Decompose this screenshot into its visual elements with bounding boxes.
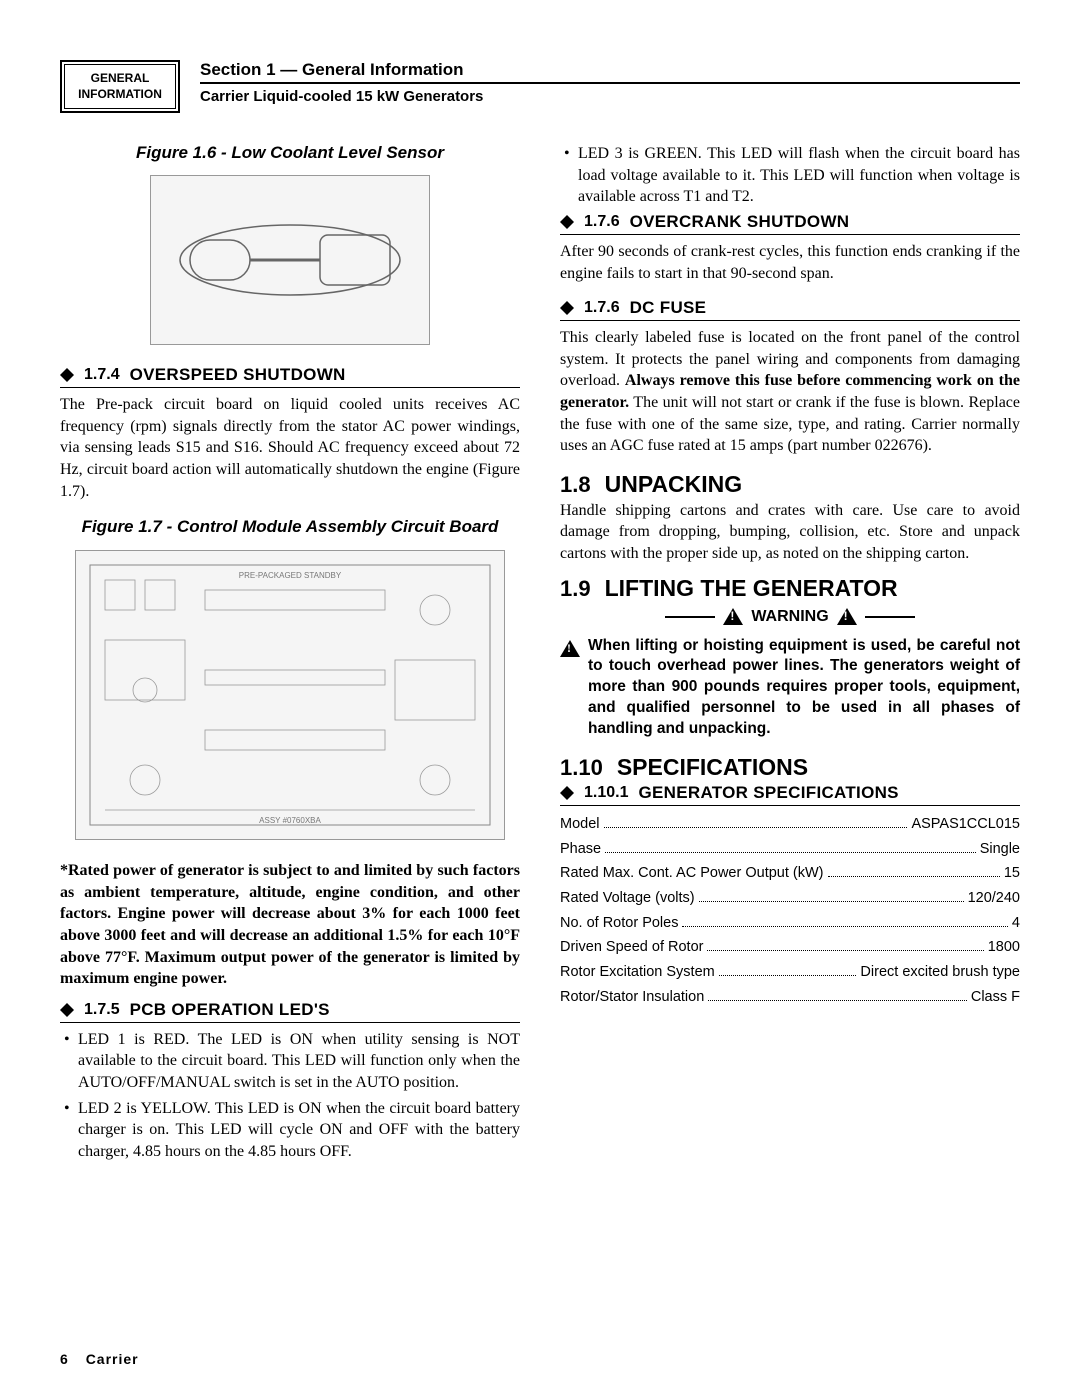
section-1-7-6-overcrank: 1.7.6 OVERCRANK SHUTDOWN After 90 second… [560,212,1020,284]
spec-dots [708,1000,967,1001]
list-item: LED 1 is RED. The LED is ON when utility… [60,1029,520,1094]
svg-text:PRE-PACKAGED STANDBY: PRE-PACKAGED STANDBY [239,571,342,580]
spec-value: Direct excited brush type [860,960,1020,985]
section-title: Section 1 — General Information [200,60,1020,84]
content-columns: Figure 1.6 - Low Coolant Level Sensor 1.… [60,143,1020,1176]
spec-label: Model [560,812,600,837]
led-list: LED 1 is RED. The LED is ON when utility… [60,1029,520,1163]
diamond-icon [60,996,74,1010]
warning-triangle-icon [560,640,580,657]
spec-row: Rated Voltage (volts) 120/240 [560,886,1020,911]
section-1-9-heading: 1.9 LIFTING THE GENERATOR [560,575,1020,602]
major-name: UNPACKING [605,471,743,498]
spec-label: No. of Rotor Poles [560,911,678,936]
list-item: LED 3 is GREEN. This LED will flash when… [560,143,1020,208]
section-1-7-4: 1.7.4 OVERSPEED SHUTDOWN The Pre-pack ci… [60,365,520,502]
spec-row: No. of Rotor Poles 4 [560,911,1020,936]
section-1-7-5: 1.7.5 PCB OPERATION LED'S LED 1 is RED. … [60,1000,520,1163]
led-list-cont: LED 3 is GREEN. This LED will flash when… [560,143,1020,208]
section-1-8-heading: 1.8 UNPACKING [560,471,1020,498]
rated-power-note: *Rated power of generator is subject to … [60,860,520,990]
warning-label: WARNING [751,608,828,626]
spec-dots [707,950,983,951]
spec-label: Phase [560,837,601,862]
tab-line2: INFORMATION [69,87,171,103]
spec-label: Rated Max. Cont. AC Power Output (kW) [560,861,824,886]
diamond-icon [60,361,74,375]
subsection-name: GENERATOR SPECIFICATIONS [638,783,898,803]
major-num: 1.10 [560,755,603,781]
spec-dots [828,876,1000,877]
section-tab: GENERAL INFORMATION [60,60,180,113]
spec-row: Rated Max. Cont. AC Power Output (kW) 15 [560,861,1020,886]
spec-row: Rotor/Stator Insulation Class F [560,985,1020,1010]
section-1-10-heading: 1.10 SPECIFICATIONS [560,754,1020,781]
spec-row: Driven Speed of Rotor 1800 [560,935,1020,960]
spec-label: Rotor Excitation System [560,960,715,985]
section-1-7-4-body: The Pre-pack circuit board on liquid coo… [60,394,520,502]
right-column: LED 3 is GREEN. This LED will flash when… [560,143,1020,1176]
subsection-num: 1.7.4 [84,366,120,384]
subsection-num: 1.7.6 [584,299,620,317]
subsection-name: OVERCRANK SHUTDOWN [630,212,850,232]
spec-dots [604,827,908,828]
spec-label: Rotor/Stator Insulation [560,985,704,1010]
warning-triangle-icon [723,608,743,625]
spec-value: ASPAS1CCL015 [911,812,1020,837]
spec-dots [605,852,976,853]
warning-bar: WARNING [560,608,1020,626]
subsection-name: DC FUSE [630,298,707,318]
spec-value: 15 [1004,861,1020,886]
figure-1-7-caption: Figure 1.7 - Control Module Assembly Cir… [60,516,520,538]
left-column: Figure 1.6 - Low Coolant Level Sensor 1.… [60,143,520,1176]
spec-value: 1800 [988,935,1020,960]
major-num: 1.9 [560,576,591,602]
section-1-10-1: 1.10.1 GENERATOR SPECIFICATIONS Model ASP… [560,783,1020,1009]
spec-value: Class F [971,985,1020,1010]
warning-box: When lifting or hoisting equipment is us… [560,636,1020,741]
page-header: GENERAL INFORMATION Section 1 — General … [60,60,1020,113]
spec-dots [682,926,1007,927]
subsection-num: 1.10.1 [584,784,628,802]
subsection-num: 1.7.6 [584,213,620,231]
figure-1-7-image: PRE-PACKAGED STANDBY ASSY #0760XBA [75,550,505,840]
subsection-name: OVERSPEED SHUTDOWN [130,365,346,385]
subsection-num: 1.7.5 [84,1001,120,1019]
figure-1-6-caption: Figure 1.6 - Low Coolant Level Sensor [60,143,520,163]
doc-title: Carrier Liquid-cooled 15 kW Generators [200,88,1020,105]
section-body: This clearly labeled fuse is located on … [560,327,1020,457]
spec-row: Rotor Excitation System Direct excited br… [560,960,1020,985]
spec-dots [699,901,964,902]
page-number: 6 [60,1351,68,1367]
spec-value: 4 [1012,911,1020,936]
major-name: SPECIFICATIONS [617,754,808,781]
section-body: After 90 seconds of crank-rest cycles, t… [560,241,1020,284]
section-1-7-6-dcfuse: 1.7.6 DC FUSE This clearly labeled fuse … [560,298,1020,457]
diamond-icon [560,294,574,308]
spec-value: Single [980,837,1020,862]
list-item: LED 2 is YELLOW. This LED is ON when the… [60,1098,520,1163]
section-1-8-body: Handle shipping cartons and crates with … [560,500,1020,565]
diamond-icon [560,208,574,222]
subsection-name: PCB OPERATION LED'S [130,1000,330,1020]
spec-row: Phase Single [560,837,1020,862]
major-num: 1.8 [560,472,591,498]
warning-triangle-icon [837,608,857,625]
major-name: LIFTING THE GENERATOR [605,575,898,602]
spec-table: ModelASPAS1CCL015PhaseSingleRated Max. C… [560,812,1020,1009]
spec-row: Model ASPAS1CCL015 [560,812,1020,837]
brand-name: Carrier [86,1351,139,1367]
spec-dots [719,975,857,976]
warning-text: When lifting or hoisting equipment is us… [588,636,1020,741]
tab-line1: GENERAL [69,71,171,87]
svg-text:ASSY #0760XBA: ASSY #0760XBA [259,816,321,825]
spec-label: Driven Speed of Rotor [560,935,703,960]
page-footer: 6 Carrier [60,1351,139,1367]
figure-1-6-image [150,175,430,345]
diamond-icon [560,779,574,793]
spec-value: 120/240 [968,886,1020,911]
spec-label: Rated Voltage (volts) [560,886,695,911]
